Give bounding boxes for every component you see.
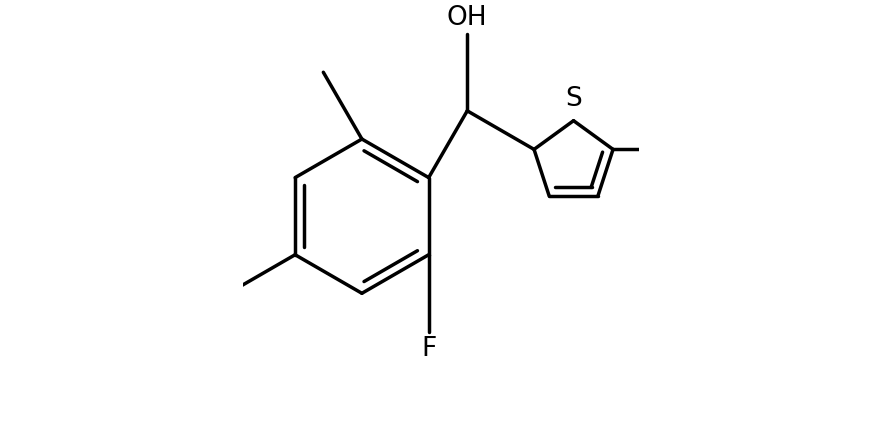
Text: OH: OH [447,5,488,31]
Text: F: F [421,335,437,361]
Text: S: S [565,86,582,112]
